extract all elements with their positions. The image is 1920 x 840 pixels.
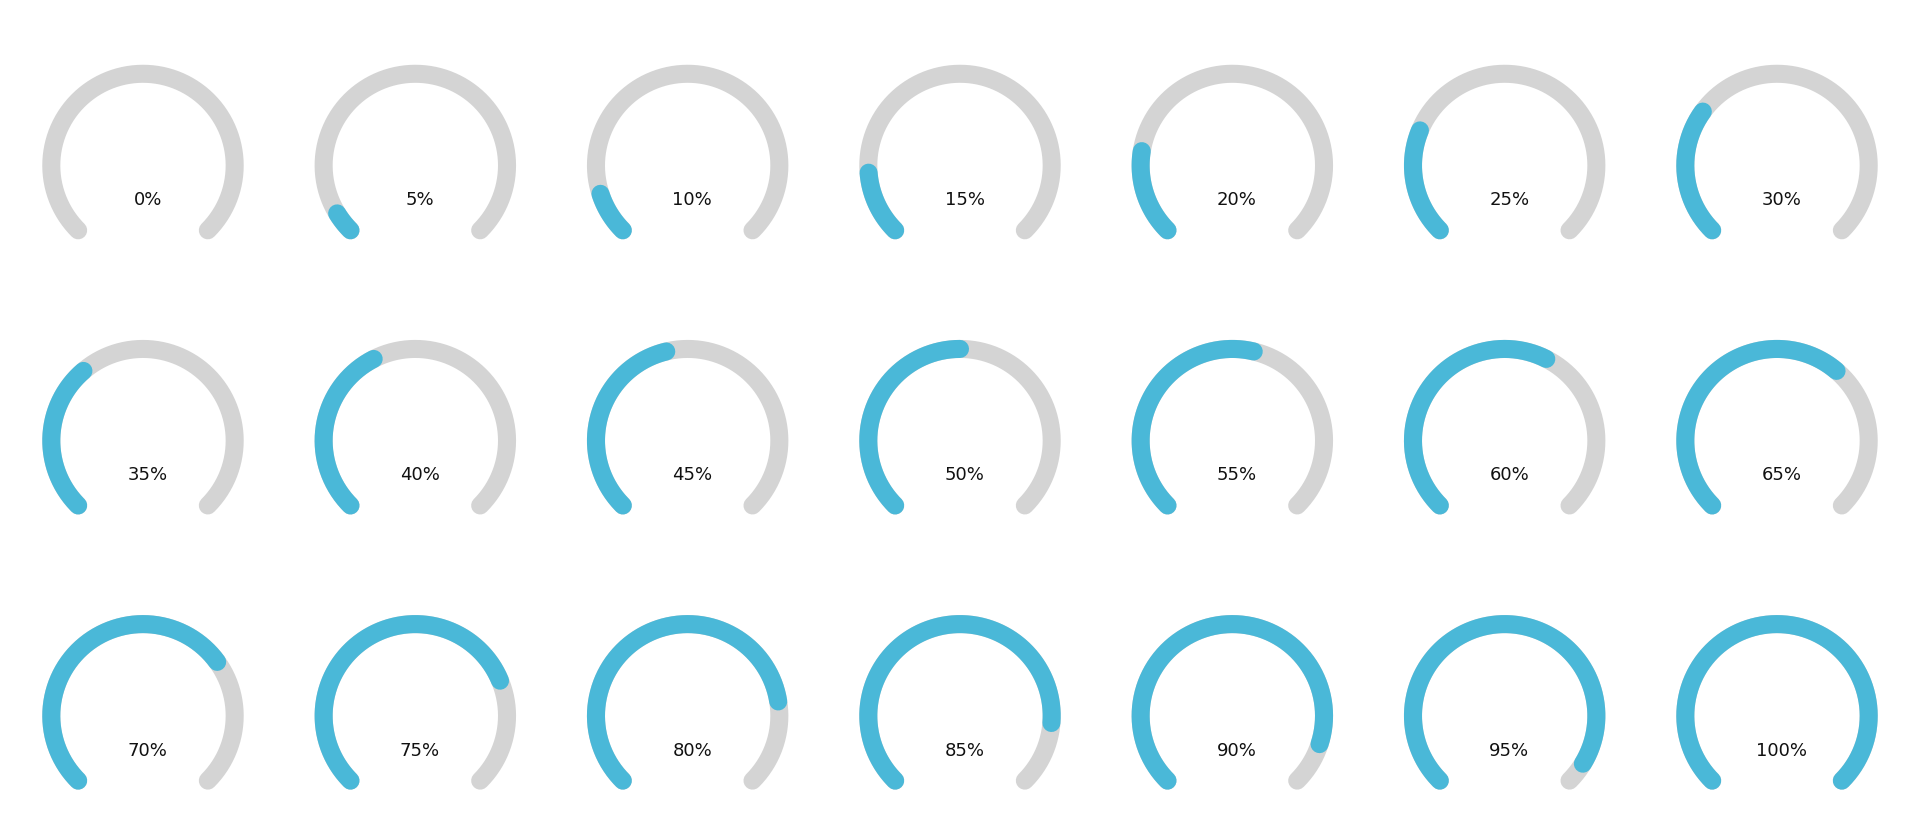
Text: 70%: 70% <box>127 742 167 759</box>
Text: 5%: 5% <box>405 192 434 209</box>
Text: 20%: 20% <box>1217 192 1258 209</box>
Text: 75%: 75% <box>399 742 440 759</box>
Text: 0%: 0% <box>132 192 161 209</box>
Text: 35%: 35% <box>127 466 167 485</box>
Text: 65%: 65% <box>1761 466 1801 485</box>
Text: 100%: 100% <box>1757 742 1807 759</box>
Text: 30%: 30% <box>1763 192 1801 209</box>
Text: 85%: 85% <box>945 742 985 759</box>
Text: 95%: 95% <box>1490 742 1530 759</box>
Text: 25%: 25% <box>1490 192 1530 209</box>
Text: 80%: 80% <box>672 742 712 759</box>
Text: 55%: 55% <box>1217 466 1258 485</box>
Text: 10%: 10% <box>672 192 712 209</box>
Text: 15%: 15% <box>945 192 985 209</box>
Text: 45%: 45% <box>672 466 712 485</box>
Text: 60%: 60% <box>1490 466 1528 485</box>
Text: 90%: 90% <box>1217 742 1258 759</box>
Text: 40%: 40% <box>399 466 440 485</box>
Text: 50%: 50% <box>945 466 985 485</box>
